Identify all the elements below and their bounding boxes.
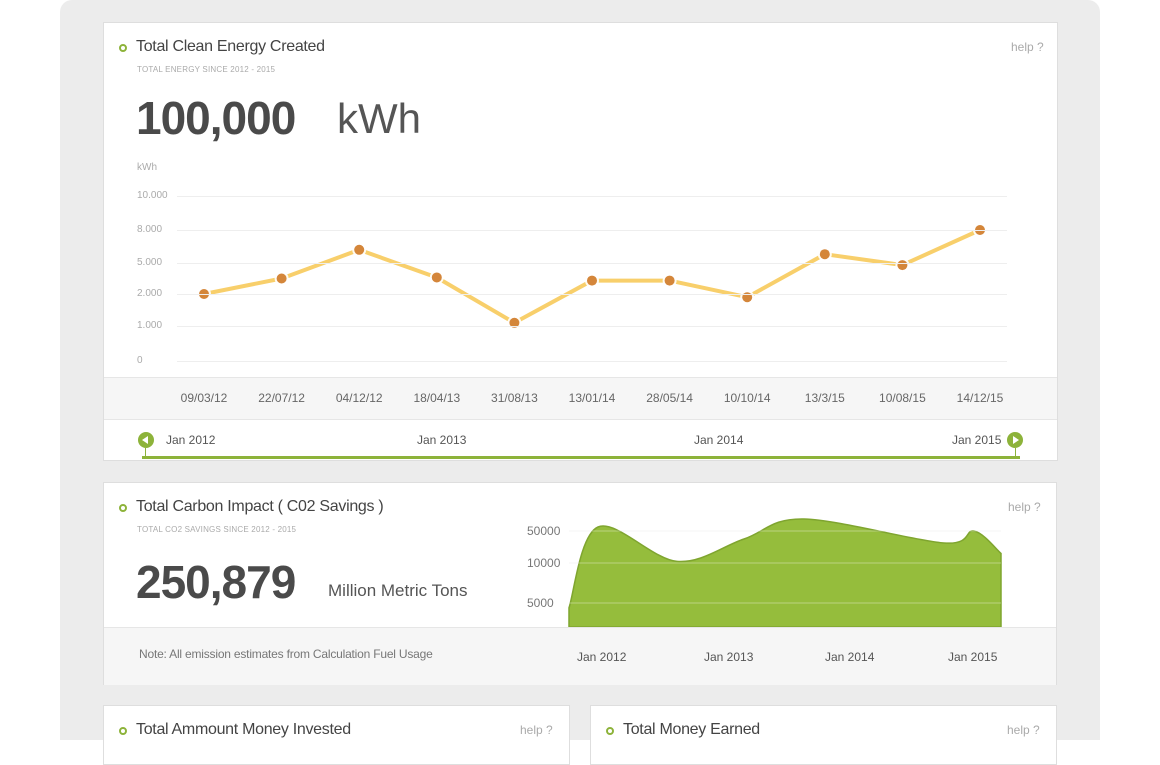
series-area [568,518,1002,628]
data-point [819,249,830,260]
x-tick-label: Jan 2014 [825,650,875,664]
data-point [664,275,675,286]
card-title: Total Ammount Money Invested [136,721,351,738]
bullet-icon [119,44,127,52]
y-tick-label: 1.000 [137,320,163,331]
x-tick-label: 13/01/14 [568,391,616,405]
card-subtitle: TOTAL ENERGY SINCE 2012 - 2015 [137,65,276,74]
card-subtitle: TOTAL CO2 SAVINGS SINCE 2012 - 2015 [137,525,297,534]
help-link[interactable]: help ? [1008,500,1041,514]
x-tick-label: 31/08/13 [491,391,538,405]
y-tick-label: 10000 [527,556,561,570]
x-tick-label: Jan 2012 [577,650,627,664]
timeline-label: Jan 2013 [417,433,467,447]
y-axis-label: kWh [137,162,157,173]
timeline-next-button[interactable] [1007,432,1023,448]
data-point [587,275,597,286]
data-point [354,244,365,255]
timeline-prev-button[interactable] [138,432,154,448]
help-link[interactable]: help ? [1007,723,1040,737]
energy-line-chart [197,223,987,330]
energy-card: Total Clean Energy Created TOTAL ENERGY … [103,22,1058,461]
carbon-total-unit: Million Metric Tons [328,581,468,600]
x-tick-label: 04/12/12 [335,391,383,405]
y-tick-label: 10.000 [137,190,168,201]
gridline [177,294,1007,295]
y-tick-label: 2.000 [137,288,163,299]
x-tick-label: Jan 2013 [704,650,754,664]
energy-total-value: 100,000 [136,92,296,144]
emission-note: Note: All emission estimates from Calcul… [139,647,433,661]
timeline-label: Jan 2014 [694,433,744,447]
x-tick-label: 14/12/15 [956,391,1004,405]
timeline-handle-right[interactable] [1015,448,1016,458]
help-link[interactable]: help ? [520,723,553,737]
bullet-icon [606,727,614,735]
gridline [177,196,1007,197]
x-tick-label: 18/04/13 [413,391,461,405]
x-tick-label: 10/08/15 [879,391,926,405]
note-band [104,627,1056,685]
y-tick-label: 8.000 [137,224,163,235]
data-point [276,273,287,284]
x-tick-label: 10/10/14 [723,391,771,405]
x-tick-label: 13/3/15 [804,391,845,405]
gridline [177,230,1007,231]
card-title: Total Carbon Impact ( C02 Savings ) [136,498,384,515]
carbon-card: Total Carbon Impact ( C02 Savings ) TOTA… [103,482,1057,685]
help-link[interactable]: help ? [1011,40,1044,54]
card-title: Total Clean Energy Created [136,38,325,55]
x-tick-label: Jan 2015 [948,650,998,664]
bullet-icon [119,727,127,735]
data-point [509,317,520,328]
x-axis-band [104,377,1057,420]
data-point [897,260,908,271]
y-tick-label: 5000 [527,596,554,610]
timeline-label: Jan 2012 [166,433,216,447]
card-title: Total Money Earned [623,721,760,738]
timeline-handle-left[interactable] [145,448,146,458]
y-tick-label: 50000 [527,524,561,538]
x-tick-label: 22/07/12 [258,391,305,405]
timeline-range-bar[interactable] [142,456,1020,459]
y-tick-label: 0 [137,355,143,366]
x-tick-label: 09/03/12 [180,391,228,405]
earned-card: Total Money Earned help ? [590,705,1057,765]
energy-total-unit: kWh [337,95,421,142]
timeline-label: Jan 2015 [952,433,1002,447]
bullet-icon [119,504,127,512]
gridline [177,361,1007,362]
gridline [177,326,1007,327]
carbon-area-chart [568,518,1002,628]
y-tick-label: 5.000 [137,257,163,268]
gridline [177,263,1007,264]
x-tick-label: 28/05/14 [646,391,693,405]
invested-card: Total Ammount Money Invested help ? [103,705,570,765]
data-point [431,272,442,283]
carbon-total-value: 250,879 [136,556,296,608]
